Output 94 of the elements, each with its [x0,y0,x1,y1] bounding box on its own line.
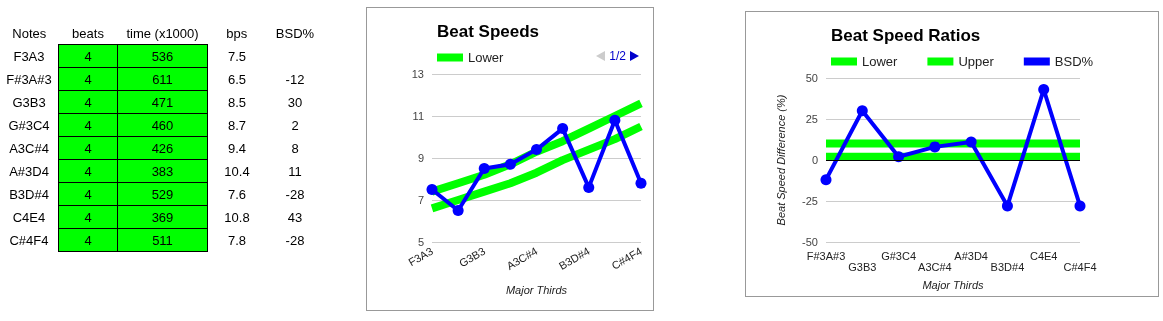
text: 4 [58,205,118,229]
category-label: Notes [11,24,48,43]
y-tick-label: 7 [417,194,424,206]
text: 369 [117,205,208,229]
legend-label: Lower [862,54,899,69]
category-label: BSD% [274,24,316,43]
x-tick-label: A#3D4 [954,249,988,262]
y-tick-label: 9 [417,152,424,164]
x-tick-label: G3B3 [848,260,877,273]
text: 4 [58,90,118,114]
x-tick-label: G3B3 [456,244,488,270]
x-tick-label: G#3C4 [881,249,916,262]
point [1074,200,1086,212]
text: 460 [117,113,208,137]
text: 471 [117,90,208,114]
y-tick-label: 13 [411,68,424,80]
legend-label: Upper [958,54,995,69]
point [531,144,542,156]
text: 6.5 [226,70,248,89]
chart-title: Beat Speeds [437,22,540,41]
legend-label: BSD% [1054,54,1094,69]
point [1001,200,1013,212]
y-tick-label: 25 [805,113,818,125]
x-tick-label: C#4F4 [1063,260,1097,273]
text: G3B3 [11,93,47,112]
x-axis-title: Major Thirds [505,283,568,296]
y-tick-label: 50 [805,72,818,84]
category-label: beats [71,24,105,43]
point [609,114,621,126]
text: 383 [117,159,208,183]
text: 4 [58,113,118,137]
y-tick-label: -25 [802,195,818,207]
text: B3D#4 [8,185,50,204]
text: 7.6 [226,185,248,204]
text: 611 [117,67,208,91]
point [504,158,516,170]
point [1038,83,1050,95]
x-tick-label: B3D#4 [990,260,1025,273]
text: 10.4 [223,162,251,181]
legend-label: Lower [468,50,505,65]
text: -12 [284,70,306,89]
point [893,151,905,163]
y-tick-label: 5 [417,236,424,248]
text: 4 [58,228,118,252]
category-label: time (x1000) [125,24,200,43]
text: 10.8 [223,208,251,227]
text: 4 [58,44,118,68]
point [426,184,438,195]
point [452,205,464,216]
text: C#4F4 [8,231,50,250]
point [557,123,569,135]
y-tick-label: 11 [412,110,424,122]
text: 30 [286,93,304,112]
text: G#3C4 [7,116,51,135]
text: -28 [284,231,306,250]
text: 4 [58,159,118,183]
text: F#3A#3 [5,70,53,89]
text: A#3D4 [8,162,50,181]
x-tick-label: A3C#4 [918,260,952,273]
text: 4 [58,67,118,91]
point [965,136,977,148]
text: 7.8 [226,231,248,250]
text: 536 [117,44,208,68]
point [820,174,832,186]
text: 7.5 [226,47,248,66]
point [635,177,647,189]
point [478,163,490,174]
text: 511 [117,228,208,252]
text: A3C#4 [8,139,50,158]
text: 2 [290,116,300,135]
y-axis-title: Beat Speed Difference (%) [774,94,787,226]
text: 43 [286,208,304,227]
text: 9.4 [226,139,248,158]
chart-title: Beat Speed Ratios [831,26,981,45]
text: 4 [58,136,118,160]
x-axis-title: Major Thirds [922,278,985,291]
text: 8.5 [226,93,248,112]
point [929,141,941,153]
text: 8 [290,139,300,158]
x-tick-label: F#3A#3 [806,249,846,262]
x-tick-label: C4E4 [1029,249,1058,262]
text: F3A3 [12,47,46,66]
text: 8.7 [226,116,248,135]
category-label: bps [225,24,249,43]
text: -28 [284,185,306,204]
text: C4E4 [11,208,47,227]
text: 1/2 [609,49,626,63]
text: 426 [117,136,208,160]
point [856,105,868,117]
text: 4 [58,182,118,206]
text: 529 [117,182,208,206]
y-tick-label: -50 [802,236,818,248]
y-tick-label: 0 [811,154,818,166]
text: 11 [287,162,303,181]
